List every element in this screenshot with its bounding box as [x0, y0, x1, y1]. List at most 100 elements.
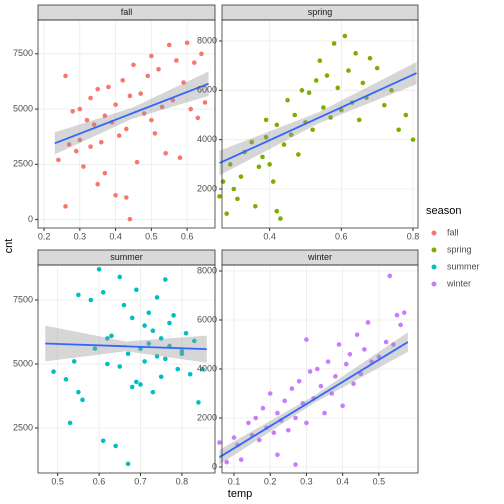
point [238, 174, 244, 179]
point [358, 371, 364, 377]
point [288, 132, 294, 138]
point [396, 127, 401, 133]
point [179, 351, 185, 357]
point [116, 133, 122, 138]
point [333, 374, 338, 379]
point [246, 420, 251, 426]
point [293, 462, 298, 467]
point [387, 273, 393, 279]
point [342, 33, 348, 39]
point [159, 104, 165, 110]
point [313, 78, 319, 83]
panel-background [38, 20, 215, 228]
point [105, 336, 110, 341]
point [56, 157, 61, 163]
point [278, 216, 283, 221]
point [95, 86, 101, 92]
x-tick-label: 0.4 [336, 476, 349, 486]
y-tick-label: 8000 [197, 35, 217, 45]
point [92, 346, 98, 351]
point [360, 80, 366, 86]
point [134, 287, 139, 293]
point [224, 211, 229, 216]
point [158, 374, 164, 380]
strip-label: summer [110, 252, 143, 262]
point [275, 410, 280, 416]
point [318, 383, 324, 389]
y-tick-label: 2000 [197, 412, 217, 422]
point [293, 415, 298, 421]
fit-line [218, 341, 409, 458]
point [200, 366, 205, 372]
point [149, 117, 154, 123]
point [63, 377, 69, 382]
y-tick-label: 0 [212, 461, 217, 471]
point [166, 42, 172, 48]
strip-label: spring [308, 7, 333, 17]
point [347, 352, 353, 357]
confidence-band [219, 332, 408, 465]
point [88, 144, 93, 149]
point [391, 342, 396, 347]
point [382, 102, 387, 108]
point [66, 142, 72, 147]
point [304, 337, 309, 342]
point [124, 126, 129, 132]
point [177, 155, 183, 161]
point [113, 192, 118, 198]
point [202, 100, 208, 105]
strip-label: winter [307, 252, 332, 262]
point [394, 312, 400, 318]
panel-background [38, 265, 215, 473]
point [181, 80, 186, 85]
point [129, 384, 135, 390]
point [149, 53, 154, 59]
point [142, 359, 147, 364]
point [154, 354, 160, 359]
point [217, 194, 222, 199]
point [306, 90, 312, 96]
point [120, 78, 126, 83]
point [80, 397, 85, 403]
point [403, 112, 409, 118]
point [102, 113, 108, 119]
point [196, 400, 201, 405]
point [321, 105, 326, 110]
y-tick-label: 2500 [13, 422, 33, 432]
point [217, 440, 222, 445]
legend-label: summer [447, 261, 480, 271]
panel-border [221, 19, 419, 229]
point [191, 60, 197, 65]
point [253, 203, 258, 209]
panel-border [37, 264, 216, 474]
legend-label: fall [447, 227, 459, 237]
point [285, 427, 291, 433]
x-tick-label: 0.8 [407, 231, 420, 241]
point [231, 435, 237, 440]
point [351, 381, 356, 386]
point [271, 430, 277, 435]
point [389, 88, 394, 93]
y-tick-label: 2000 [197, 183, 217, 193]
point [113, 102, 118, 107]
point [398, 322, 403, 328]
point [365, 320, 371, 325]
point [224, 459, 230, 465]
point [150, 328, 156, 334]
x-tick-label: 0.5 [373, 476, 386, 486]
legend-label: spring [447, 244, 472, 254]
point [331, 41, 337, 46]
point [109, 333, 114, 339]
point [260, 154, 265, 160]
point [134, 379, 139, 385]
y-tick-label: 4000 [197, 134, 217, 144]
point [267, 162, 272, 167]
point [187, 371, 193, 377]
point [73, 148, 79, 154]
point [131, 62, 136, 68]
y-tick-label: 0 [28, 214, 33, 224]
point [343, 361, 349, 367]
point [346, 68, 351, 73]
legend-key [431, 281, 437, 287]
